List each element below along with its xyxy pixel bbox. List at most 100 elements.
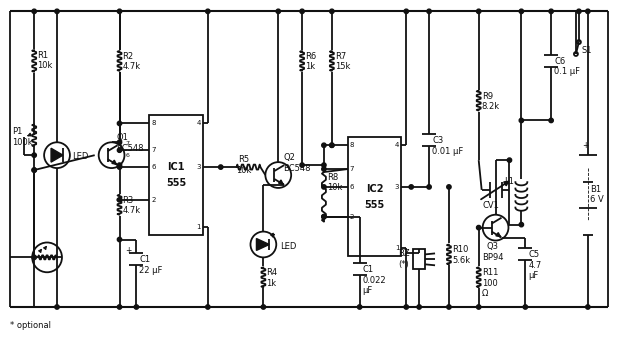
Circle shape xyxy=(549,118,553,122)
Circle shape xyxy=(508,158,512,162)
Circle shape xyxy=(519,9,524,14)
Circle shape xyxy=(206,9,210,14)
Text: IC1: IC1 xyxy=(168,162,185,172)
Text: P1
100k: P1 100k xyxy=(12,127,33,147)
Circle shape xyxy=(409,185,413,189)
Text: 555: 555 xyxy=(166,178,186,188)
Circle shape xyxy=(322,167,326,171)
Text: 6: 6 xyxy=(350,184,354,190)
Text: 7: 7 xyxy=(350,166,354,172)
Circle shape xyxy=(476,225,481,230)
Circle shape xyxy=(32,153,36,157)
Circle shape xyxy=(118,140,122,145)
Text: R2
4.7k: R2 4.7k xyxy=(122,52,141,72)
Text: 8: 8 xyxy=(151,120,156,126)
Text: 2: 2 xyxy=(151,197,156,203)
Circle shape xyxy=(329,9,334,14)
Text: S1: S1 xyxy=(582,46,592,55)
Polygon shape xyxy=(256,239,269,250)
Text: L1: L1 xyxy=(504,177,514,186)
Circle shape xyxy=(322,215,326,219)
Text: R5
10k: R5 10k xyxy=(236,155,251,174)
Text: IC2: IC2 xyxy=(366,184,383,194)
Text: Q1
BC548: Q1 BC548 xyxy=(116,134,144,153)
Circle shape xyxy=(476,9,481,14)
Circle shape xyxy=(300,9,304,14)
Circle shape xyxy=(523,305,528,309)
Text: 1: 1 xyxy=(196,224,201,230)
Text: BZ
(*): BZ (*) xyxy=(398,250,410,269)
Circle shape xyxy=(32,255,36,260)
Text: C6
0.1 μF: C6 0.1 μF xyxy=(554,57,580,76)
Text: 3: 3 xyxy=(395,184,399,190)
Text: 3: 3 xyxy=(196,164,201,170)
Circle shape xyxy=(322,185,326,189)
Circle shape xyxy=(55,305,59,309)
Circle shape xyxy=(577,9,581,14)
Circle shape xyxy=(206,305,210,309)
Text: 6: 6 xyxy=(151,164,156,170)
Text: 2: 2 xyxy=(350,214,354,220)
Text: C3
0.01 μF: C3 0.01 μF xyxy=(432,136,463,156)
Text: R4
1k: R4 1k xyxy=(266,268,278,288)
Text: R1
10k: R1 10k xyxy=(37,51,53,70)
Text: R7
15k: R7 15k xyxy=(335,52,350,72)
Circle shape xyxy=(32,9,36,14)
Circle shape xyxy=(300,163,304,167)
Text: 4: 4 xyxy=(395,142,399,148)
Text: CV1: CV1 xyxy=(482,201,499,210)
Circle shape xyxy=(476,305,481,309)
Circle shape xyxy=(118,121,122,126)
Text: 8: 8 xyxy=(350,142,354,148)
Text: 1: 1 xyxy=(395,245,399,251)
Circle shape xyxy=(586,9,590,14)
Circle shape xyxy=(118,165,122,169)
Text: R3
4.7k: R3 4.7k xyxy=(122,196,141,215)
Text: C5
4.7
μF: C5 4.7 μF xyxy=(528,250,541,280)
Circle shape xyxy=(427,185,431,189)
Circle shape xyxy=(329,143,334,147)
Text: R11
100
Ω: R11 100 Ω xyxy=(482,268,498,298)
Circle shape xyxy=(118,163,122,167)
Circle shape xyxy=(134,305,139,309)
Text: 555: 555 xyxy=(364,200,384,210)
Circle shape xyxy=(118,198,122,202)
Circle shape xyxy=(417,305,421,309)
Circle shape xyxy=(447,185,451,189)
Text: C1
22 μF: C1 22 μF xyxy=(139,255,162,275)
Circle shape xyxy=(322,215,326,219)
Circle shape xyxy=(404,9,409,14)
Circle shape xyxy=(276,9,281,14)
Circle shape xyxy=(322,143,326,147)
Circle shape xyxy=(118,148,122,152)
Text: 6: 6 xyxy=(126,153,129,158)
Circle shape xyxy=(519,222,524,227)
Text: 7: 7 xyxy=(151,147,156,153)
Text: R8
10k: R8 10k xyxy=(327,173,342,193)
Circle shape xyxy=(322,163,326,167)
Text: +: + xyxy=(582,141,589,150)
Text: Q3
BP94: Q3 BP94 xyxy=(482,242,503,262)
Circle shape xyxy=(549,9,553,14)
Bar xyxy=(348,137,401,256)
Circle shape xyxy=(219,165,223,169)
Text: +: + xyxy=(125,246,131,255)
Circle shape xyxy=(586,305,590,309)
Circle shape xyxy=(261,305,266,309)
Circle shape xyxy=(427,9,431,14)
Circle shape xyxy=(519,118,524,122)
Text: 4: 4 xyxy=(196,120,201,126)
Circle shape xyxy=(32,168,36,172)
Circle shape xyxy=(118,9,122,14)
Circle shape xyxy=(447,305,451,309)
Circle shape xyxy=(32,168,36,172)
Text: LED: LED xyxy=(72,152,88,161)
Text: * optional: * optional xyxy=(11,321,51,330)
Circle shape xyxy=(404,305,409,309)
Text: C1
0.022
μF: C1 0.022 μF xyxy=(362,265,386,295)
Text: LED: LED xyxy=(280,241,297,251)
Polygon shape xyxy=(51,148,63,162)
Text: Q2
BC548: Q2 BC548 xyxy=(283,153,311,173)
Text: R10
5.6k: R10 5.6k xyxy=(452,246,470,265)
Circle shape xyxy=(118,305,122,309)
